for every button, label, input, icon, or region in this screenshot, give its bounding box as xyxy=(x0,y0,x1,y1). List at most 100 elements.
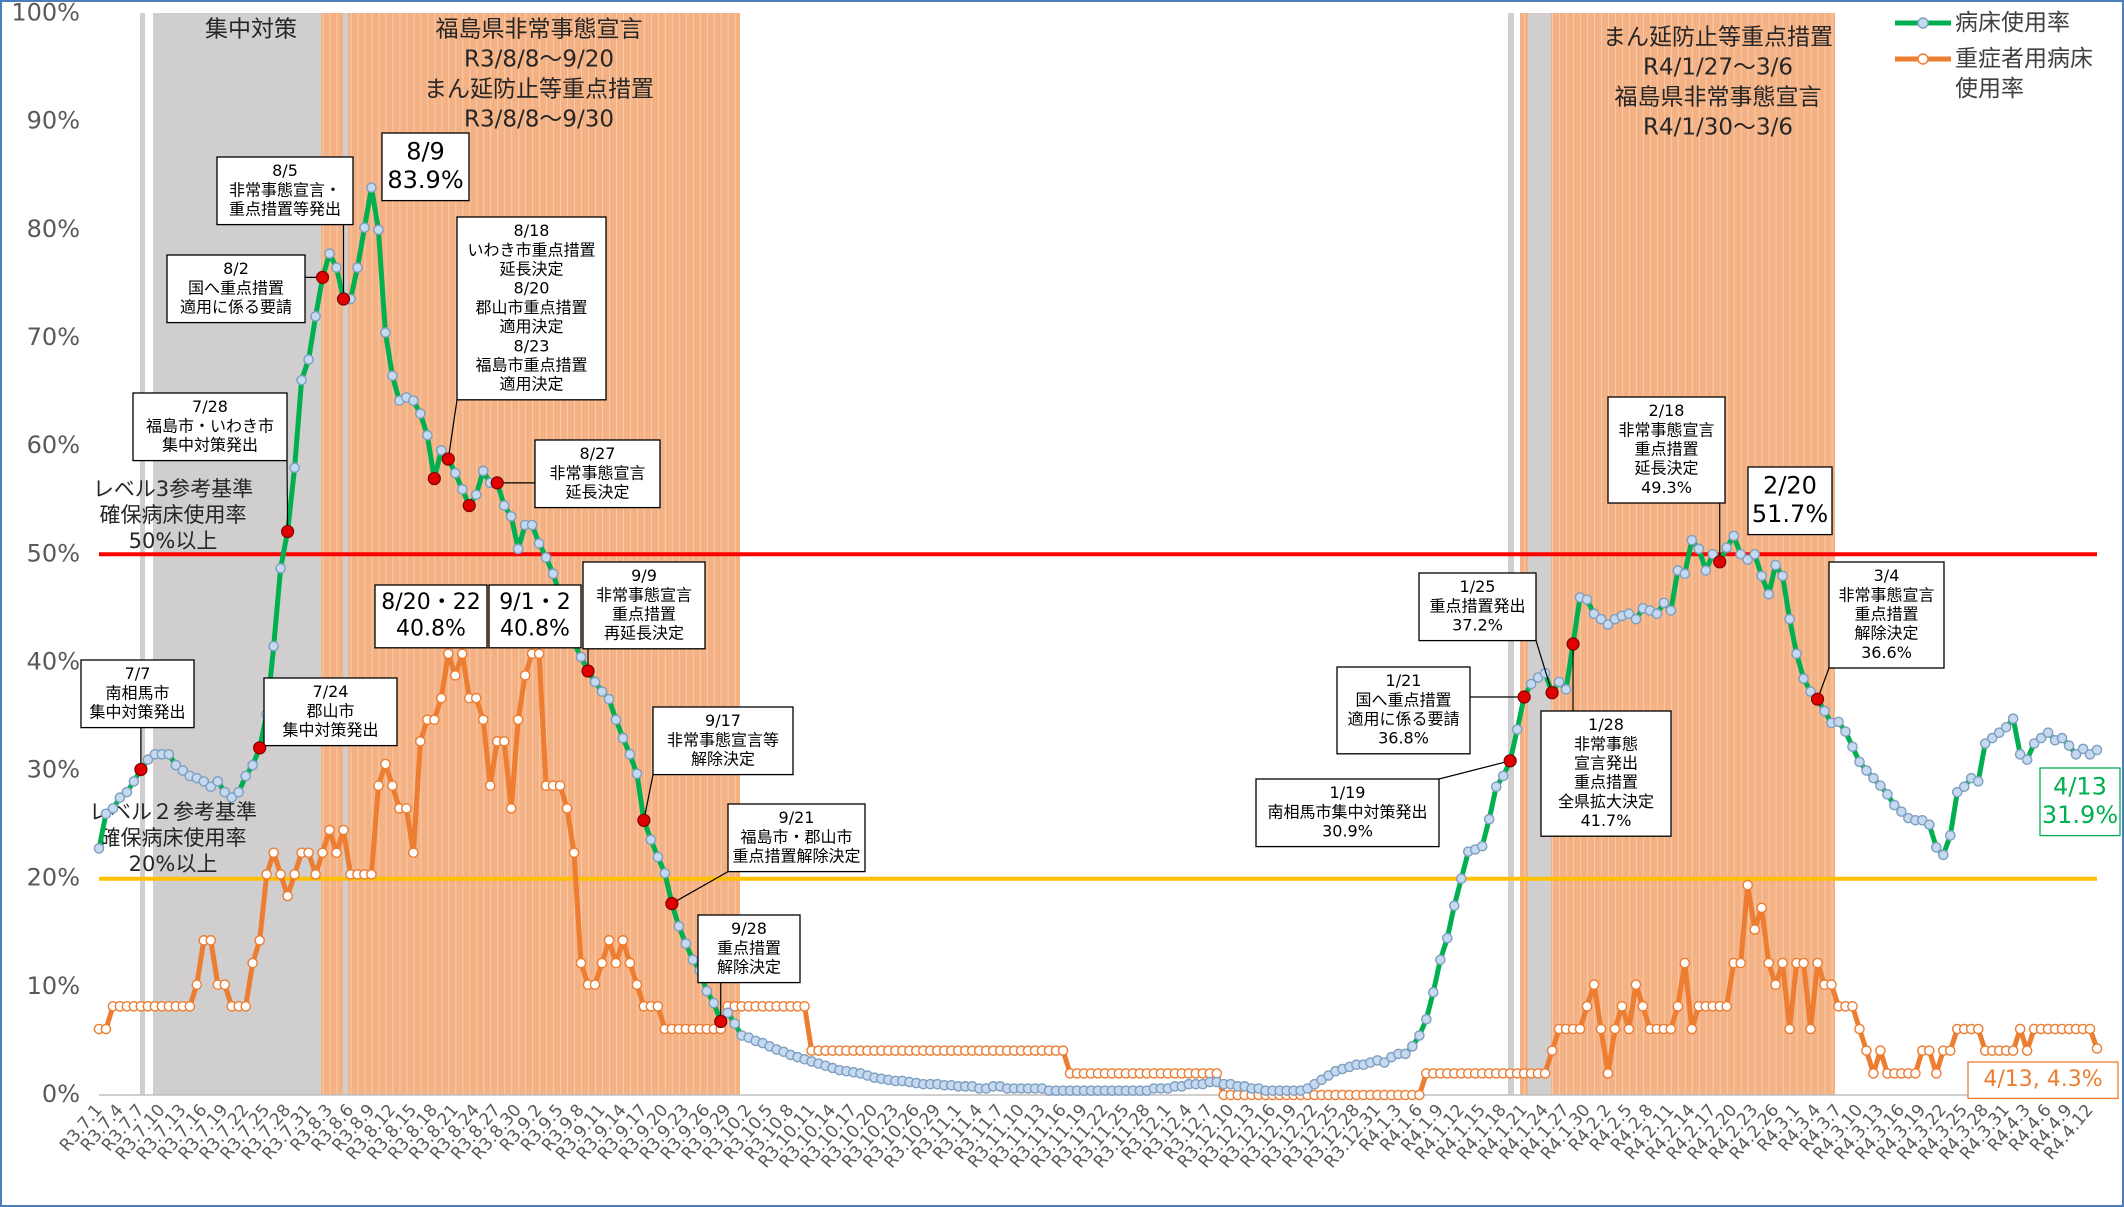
annotation-text: 重点措置 xyxy=(1854,605,1918,624)
point xyxy=(275,563,286,574)
point xyxy=(2063,740,2075,751)
point xyxy=(477,714,489,726)
annotation-text: 9/1・2 xyxy=(499,590,570,615)
annotation-text: いわき市重点措置 xyxy=(467,240,595,259)
point xyxy=(1854,756,1865,768)
annotation-text: 延長決定 xyxy=(1634,459,1698,478)
point xyxy=(1784,613,1795,625)
y-tick-label: 60% xyxy=(27,431,80,459)
point xyxy=(268,640,279,652)
point xyxy=(1861,765,1872,776)
point xyxy=(1414,1030,1425,1041)
point xyxy=(1483,813,1495,825)
point xyxy=(1784,1023,1795,1035)
point xyxy=(93,843,105,854)
point xyxy=(1693,543,1705,555)
highlight-point xyxy=(462,498,476,513)
annotation-text: 重点措置 xyxy=(717,938,781,957)
point xyxy=(1819,705,1830,717)
annotation-text: 重点措置解除決定 xyxy=(732,847,860,866)
period-label: まん延防止等重点措置 xyxy=(424,77,654,103)
highlight-point xyxy=(665,896,679,911)
point xyxy=(170,759,182,771)
point xyxy=(603,935,615,946)
point xyxy=(1623,1023,1635,1035)
point xyxy=(1924,1045,1935,1056)
annotation-text: 41.7% xyxy=(1581,811,1632,830)
point xyxy=(380,758,391,770)
annotation-text: 重点措置 xyxy=(1634,440,1698,459)
annotation-pointer xyxy=(447,399,458,460)
point xyxy=(429,714,440,726)
annotation-text: 36.8% xyxy=(1378,729,1429,748)
highlight-point xyxy=(1517,690,1531,704)
point xyxy=(1428,986,1439,998)
point xyxy=(387,780,398,791)
point xyxy=(1958,781,1970,793)
point xyxy=(373,780,384,791)
point xyxy=(470,692,482,704)
point xyxy=(100,808,112,820)
annotation-box xyxy=(1607,396,1726,504)
annotation-pointer xyxy=(671,871,729,905)
annotation-box xyxy=(166,254,306,324)
annotation-box xyxy=(263,677,398,747)
point xyxy=(1763,588,1774,600)
point xyxy=(1931,842,1942,853)
point xyxy=(1707,548,1719,560)
point xyxy=(2014,1023,2026,1035)
point xyxy=(1972,776,1984,787)
annotation-text: 非常事態宣言等 xyxy=(667,730,779,749)
point xyxy=(261,869,272,880)
annotation-text: 再延長決定 xyxy=(604,624,684,643)
point xyxy=(415,736,426,747)
annotation-box xyxy=(727,803,866,873)
point xyxy=(233,786,245,798)
period-label: R4/1/30～3/6 xyxy=(1643,115,1793,141)
point xyxy=(526,519,538,531)
point xyxy=(1553,676,1565,688)
point xyxy=(331,262,342,273)
point xyxy=(1602,1068,1614,1079)
point xyxy=(568,847,580,859)
point xyxy=(107,803,119,814)
point xyxy=(1742,879,1753,891)
annotation-text: 9/9 xyxy=(631,566,657,585)
point xyxy=(449,467,461,479)
highlight-point xyxy=(1545,686,1559,700)
point xyxy=(254,935,265,946)
point xyxy=(2014,749,2026,760)
point xyxy=(338,824,349,836)
y-tick-label: 80% xyxy=(27,215,80,243)
point xyxy=(1665,605,1677,616)
point xyxy=(2091,744,2103,756)
point xyxy=(1525,678,1537,690)
point xyxy=(799,1001,810,1012)
point xyxy=(1595,1023,1607,1035)
point xyxy=(1407,1041,1418,1052)
legend-marker xyxy=(1917,17,1929,29)
annotation-text: 非常事態宣言 xyxy=(596,585,692,604)
point xyxy=(561,803,573,814)
point xyxy=(310,869,321,880)
y-tick-label: 30% xyxy=(27,756,80,784)
point xyxy=(387,370,398,382)
point xyxy=(1868,1068,1879,1079)
point xyxy=(624,957,636,969)
point xyxy=(1763,957,1774,969)
point xyxy=(1651,608,1663,620)
point xyxy=(1798,673,1809,684)
y-tick-label: 20% xyxy=(27,864,80,892)
highlight-point xyxy=(315,270,330,284)
annotation-text: 37.2% xyxy=(1452,616,1503,635)
annotation-pointer xyxy=(1438,760,1511,780)
point xyxy=(1735,548,1747,560)
annotation-text: 延長決定 xyxy=(499,260,563,279)
annotation-text: 解除決定 xyxy=(1854,624,1918,643)
annotation-text: 36.6% xyxy=(1861,643,1912,662)
reference-label: 50%以上 xyxy=(129,529,218,553)
annotation-text: 40.8% xyxy=(396,617,466,642)
point xyxy=(1379,1057,1390,1068)
highlight-point xyxy=(1566,637,1580,651)
